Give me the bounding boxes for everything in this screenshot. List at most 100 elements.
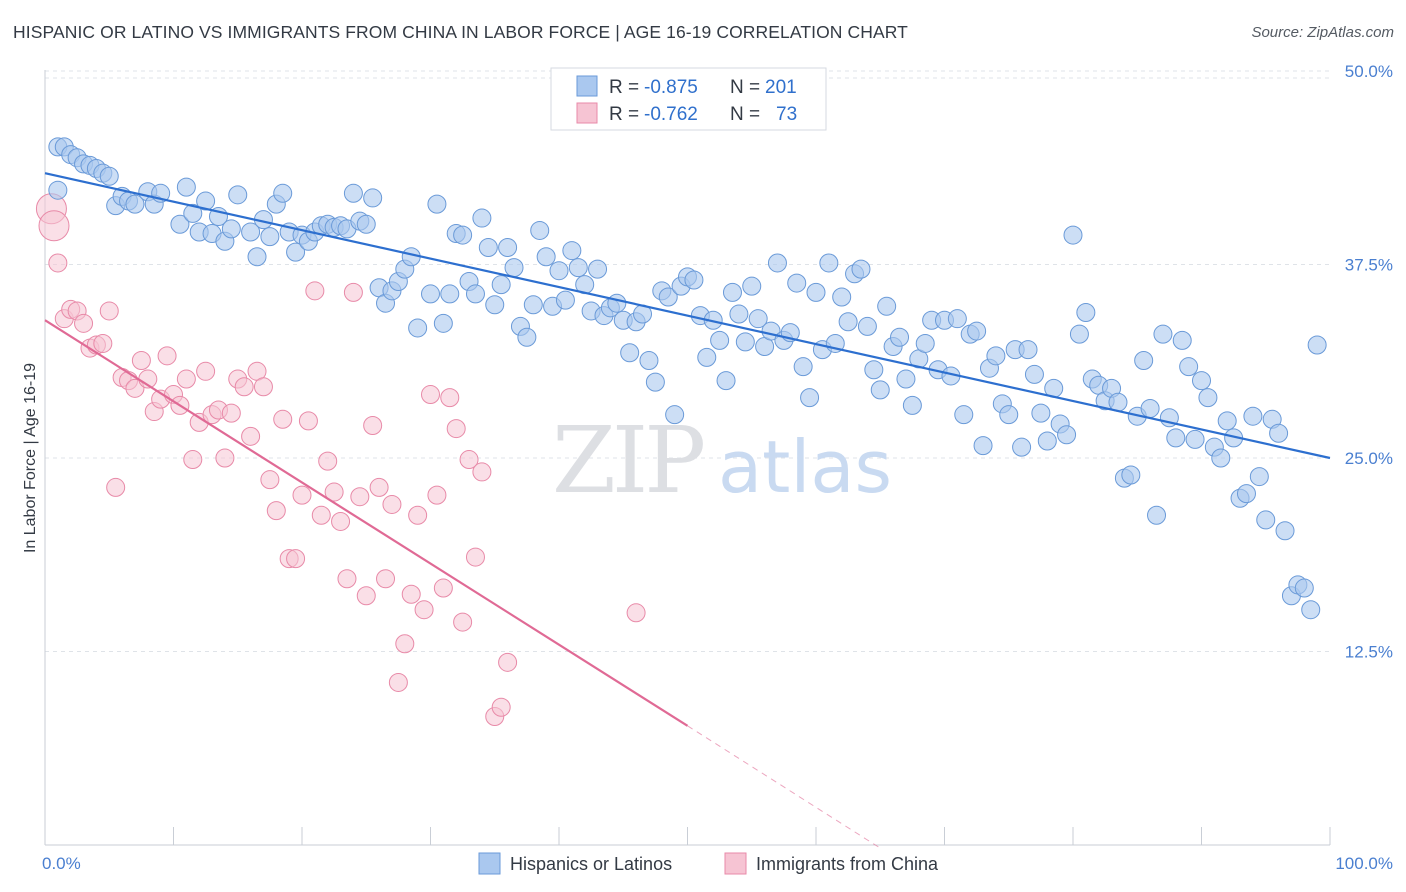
point-hispanic-171 (1172, 330, 1192, 350)
point-hispanic-18 (176, 177, 196, 197)
point-hispanic-46 (363, 188, 383, 208)
point-hispanic-32 (273, 183, 293, 203)
point-hispanic-170 (1166, 428, 1186, 448)
point-hispanic-19 (183, 203, 203, 223)
point-hispanic-26 (228, 185, 248, 205)
point-hispanic-112 (793, 357, 813, 377)
point-hispanic-89 (645, 372, 665, 392)
point-china-25 (196, 361, 216, 381)
point-hispanic-72 (536, 247, 556, 267)
x-tick-label-1: 100.0% (1335, 854, 1393, 873)
point-hispanic-146 (1012, 437, 1032, 457)
point-hispanic-70 (523, 295, 543, 315)
watermark-zip: ZIP (552, 407, 703, 514)
point-hispanic-21 (196, 191, 216, 211)
point-china-59 (414, 600, 434, 620)
point-china-32 (241, 426, 261, 446)
y-tick-labels: 12.5% 25.0% 37.5% 50.0% (1345, 62, 1393, 662)
point-hispanic-91 (658, 287, 678, 307)
legend-r-value-blue: -0.875 (644, 77, 698, 98)
point-china-47 (337, 569, 357, 589)
watermark-atlas: atlas (718, 425, 892, 509)
legend-swatch-blue (576, 75, 598, 97)
point-china-11 (106, 477, 126, 497)
watermark: ZIP atlas (552, 407, 892, 514)
point-hispanic-27 (241, 222, 261, 242)
point-hispanic-173 (1185, 429, 1205, 449)
point-hispanic-83 (607, 293, 627, 313)
point-hispanic-182 (1243, 406, 1263, 426)
point-hispanic-76 (562, 241, 582, 261)
point-china-51 (363, 415, 383, 435)
point-hispanic-125 (877, 296, 897, 316)
point-china-34 (253, 377, 273, 397)
point-hispanic-99 (710, 330, 730, 350)
point-china-65 (453, 612, 473, 632)
point-hispanic-62 (472, 208, 492, 228)
point-hispanic-144 (999, 405, 1019, 425)
point-hispanic-114 (806, 282, 826, 302)
trend-lines (44, 172, 1331, 849)
legend-label-china: Immigrants from China (756, 854, 939, 874)
point-china-54 (382, 494, 402, 514)
point-china-71 (498, 652, 518, 672)
point-hispanic-129 (902, 395, 922, 415)
point-hispanic-57 (440, 284, 460, 304)
point-china-43 (311, 505, 331, 525)
point-china-35 (260, 470, 280, 490)
point-hispanic-124 (870, 380, 890, 400)
legend-label-hispanics: Hispanics or Latinos (510, 854, 672, 874)
point-hispanic-67 (504, 258, 524, 278)
legend-r-label-pink: R = (609, 104, 639, 125)
point-china-37 (273, 409, 293, 429)
point-china-2 (48, 253, 68, 273)
y-tick-label-2: 37.5% (1345, 256, 1393, 275)
point-hispanic-113 (800, 388, 820, 408)
point-hispanic-30 (260, 227, 280, 247)
point-hispanic-127 (890, 327, 910, 347)
point-china-40 (292, 485, 312, 505)
point-hispanic-139 (967, 321, 987, 341)
point-hispanic-101 (722, 282, 742, 302)
legend-swatch-hispanics (478, 852, 501, 875)
point-china-48 (343, 282, 363, 302)
point-china-41 (298, 411, 318, 431)
point-hispanic-71 (530, 220, 550, 240)
point-hispanic-149 (1031, 403, 1051, 423)
point-hispanic-190 (1294, 578, 1314, 598)
point-china-29 (221, 403, 241, 423)
point-hispanic-178 (1217, 411, 1237, 431)
legend-r-label-blue: R = (609, 77, 639, 98)
point-hispanic-63 (478, 237, 498, 257)
legend-swatch-china (724, 852, 747, 875)
x-tick-label-0: 0.0% (42, 854, 81, 873)
trend-line-china (44, 319, 689, 727)
point-china-45 (324, 482, 344, 502)
point-hispanic-85 (620, 343, 640, 363)
point-china-70 (491, 697, 511, 717)
legend-n-value-blue: 201 (765, 77, 797, 98)
point-hispanic-168 (1153, 324, 1173, 344)
point-hispanic-69 (517, 327, 537, 347)
point-hispanic-56 (433, 313, 453, 333)
point-china-53 (376, 569, 396, 589)
point-china-1 (38, 210, 70, 242)
point-china-49 (350, 487, 370, 507)
y-tick-label-0: 12.5% (1345, 643, 1393, 662)
point-hispanic-92 (665, 405, 685, 425)
point-hispanic-174 (1192, 371, 1211, 391)
point-china-57 (401, 584, 421, 604)
point-hispanic-80 (588, 259, 608, 279)
legend-n-label-blue: N = (730, 77, 760, 98)
y-tick-label-3: 50.0% (1345, 62, 1393, 81)
point-hispanic-184 (1256, 510, 1276, 530)
y-tick-label-1: 25.0% (1345, 449, 1393, 468)
point-china-56 (395, 634, 415, 654)
chart-source: Source: ZipAtlas.com (1251, 24, 1394, 41)
point-hispanic-183 (1249, 467, 1269, 487)
point-hispanic-88 (639, 350, 659, 370)
point-hispanic-155 (1069, 324, 1089, 344)
point-china-72 (626, 603, 646, 623)
point-china-19 (157, 346, 177, 366)
